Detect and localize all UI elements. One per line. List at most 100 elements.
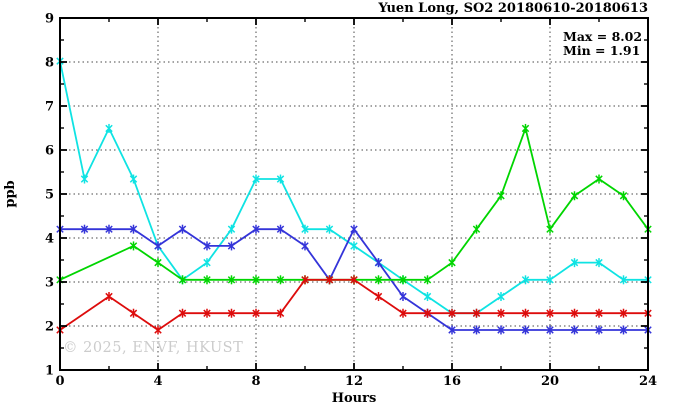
y-tick-label: 1 <box>45 364 54 379</box>
series-blue-marker <box>497 325 505 335</box>
y-tick-label: 8 <box>45 56 54 71</box>
series-red-marker <box>252 308 260 318</box>
series-red-marker <box>129 308 138 318</box>
y-tick-label: 4 <box>45 232 54 247</box>
series-green-marker <box>374 275 383 285</box>
annotation-min: Min = 1.91 <box>563 43 640 58</box>
y-tick-label: 9 <box>45 12 54 27</box>
series-cyan-marker <box>80 174 89 184</box>
x-tick-label: 4 <box>153 374 162 389</box>
series-green-marker <box>154 258 162 268</box>
series-green-marker <box>203 275 211 285</box>
series-green-marker <box>178 275 187 285</box>
series-red-marker <box>399 308 407 318</box>
series-blue-marker <box>276 224 285 234</box>
series-blue-marker <box>154 241 162 251</box>
y-tick-label: 6 <box>45 144 54 159</box>
series-cyan-marker <box>521 275 530 285</box>
y-tick-label: 5 <box>45 188 54 203</box>
series-green-marker <box>497 191 505 201</box>
series-red-marker <box>619 308 628 318</box>
annotation-max: Max = 8.02 <box>563 29 642 44</box>
series-green-line <box>56 123 652 285</box>
y-axis-label: ppb <box>3 180 18 207</box>
series-green-marker <box>423 275 432 285</box>
data-series <box>56 56 652 335</box>
series-blue-marker <box>448 325 456 335</box>
series-red-marker <box>350 275 358 285</box>
series-cyan-marker <box>276 174 285 184</box>
axes-and-ticks <box>59 17 649 371</box>
series-cyan-marker <box>546 275 554 285</box>
series-red-marker <box>203 308 211 318</box>
series-green-marker <box>276 275 285 285</box>
series-blue-marker <box>227 241 236 251</box>
series-blue-marker <box>301 241 309 251</box>
series-green-marker <box>570 191 579 201</box>
series-blue-marker <box>472 325 481 335</box>
series-cyan-marker <box>350 241 358 251</box>
series-blue-marker <box>129 224 138 234</box>
series-green-marker <box>399 275 407 285</box>
series-red-marker <box>423 308 432 318</box>
series-cyan-marker <box>497 292 505 302</box>
series-red-marker <box>374 292 383 302</box>
series-green-marker <box>252 275 260 285</box>
series-red-marker <box>472 308 481 318</box>
series-cyan-marker <box>423 292 432 302</box>
series-cyan-marker <box>619 275 628 285</box>
x-tick-label: 8 <box>251 374 260 389</box>
series-green-marker <box>595 174 603 184</box>
x-tick-label: 12 <box>345 374 363 389</box>
y-tick-label: 3 <box>45 276 54 291</box>
series-red-marker <box>227 308 236 318</box>
x-tick-label: 0 <box>55 374 64 389</box>
x-tick-label: 24 <box>639 374 657 389</box>
series-red-marker <box>595 308 603 318</box>
series-blue-marker <box>399 292 407 302</box>
series-red-marker <box>570 308 579 318</box>
series-blue-marker <box>546 325 554 335</box>
series-red-marker <box>497 308 505 318</box>
gridlines <box>60 18 648 370</box>
series-cyan-marker <box>325 224 334 234</box>
series-blue-marker <box>570 325 579 335</box>
series-green-marker <box>227 275 236 285</box>
series-blue-marker <box>105 224 113 234</box>
series-green-marker <box>619 191 628 201</box>
chart-title: Yuen Long, SO2 20180610-20180613 <box>377 1 648 16</box>
series-red-marker <box>325 275 334 285</box>
x-tick-label: 16 <box>443 374 461 389</box>
series-red-marker <box>546 308 554 318</box>
series-green-marker <box>129 241 138 251</box>
series-cyan-marker <box>252 174 260 184</box>
series-green-marker <box>546 224 554 234</box>
series-red-marker <box>276 308 285 318</box>
series-red-marker <box>154 325 162 335</box>
series-cyan-marker <box>570 258 579 268</box>
series-red-marker <box>301 275 309 285</box>
series-blue-marker <box>521 325 530 335</box>
series-red-line <box>56 275 652 335</box>
y-tick-label: 7 <box>45 100 54 115</box>
series-green-marker <box>521 123 530 133</box>
series-red-marker <box>105 292 113 302</box>
series-red-marker <box>448 308 456 318</box>
series-blue-marker <box>80 224 89 234</box>
y-tick-label: 2 <box>45 320 54 335</box>
series-blue-marker <box>252 224 260 234</box>
x-tick-label: 20 <box>541 374 559 389</box>
series-red-marker <box>178 308 187 318</box>
series-cyan-marker <box>129 174 138 184</box>
x-axis-label: Hours <box>332 391 377 406</box>
series-blue-marker <box>203 241 211 251</box>
series-cyan-marker <box>595 258 603 268</box>
watermark: © 2025, ENVF, HKUST <box>63 340 243 356</box>
series-blue-marker <box>178 224 187 234</box>
series-blue-marker <box>350 224 358 234</box>
series-blue-marker <box>595 325 603 335</box>
series-green-marker <box>448 258 456 268</box>
